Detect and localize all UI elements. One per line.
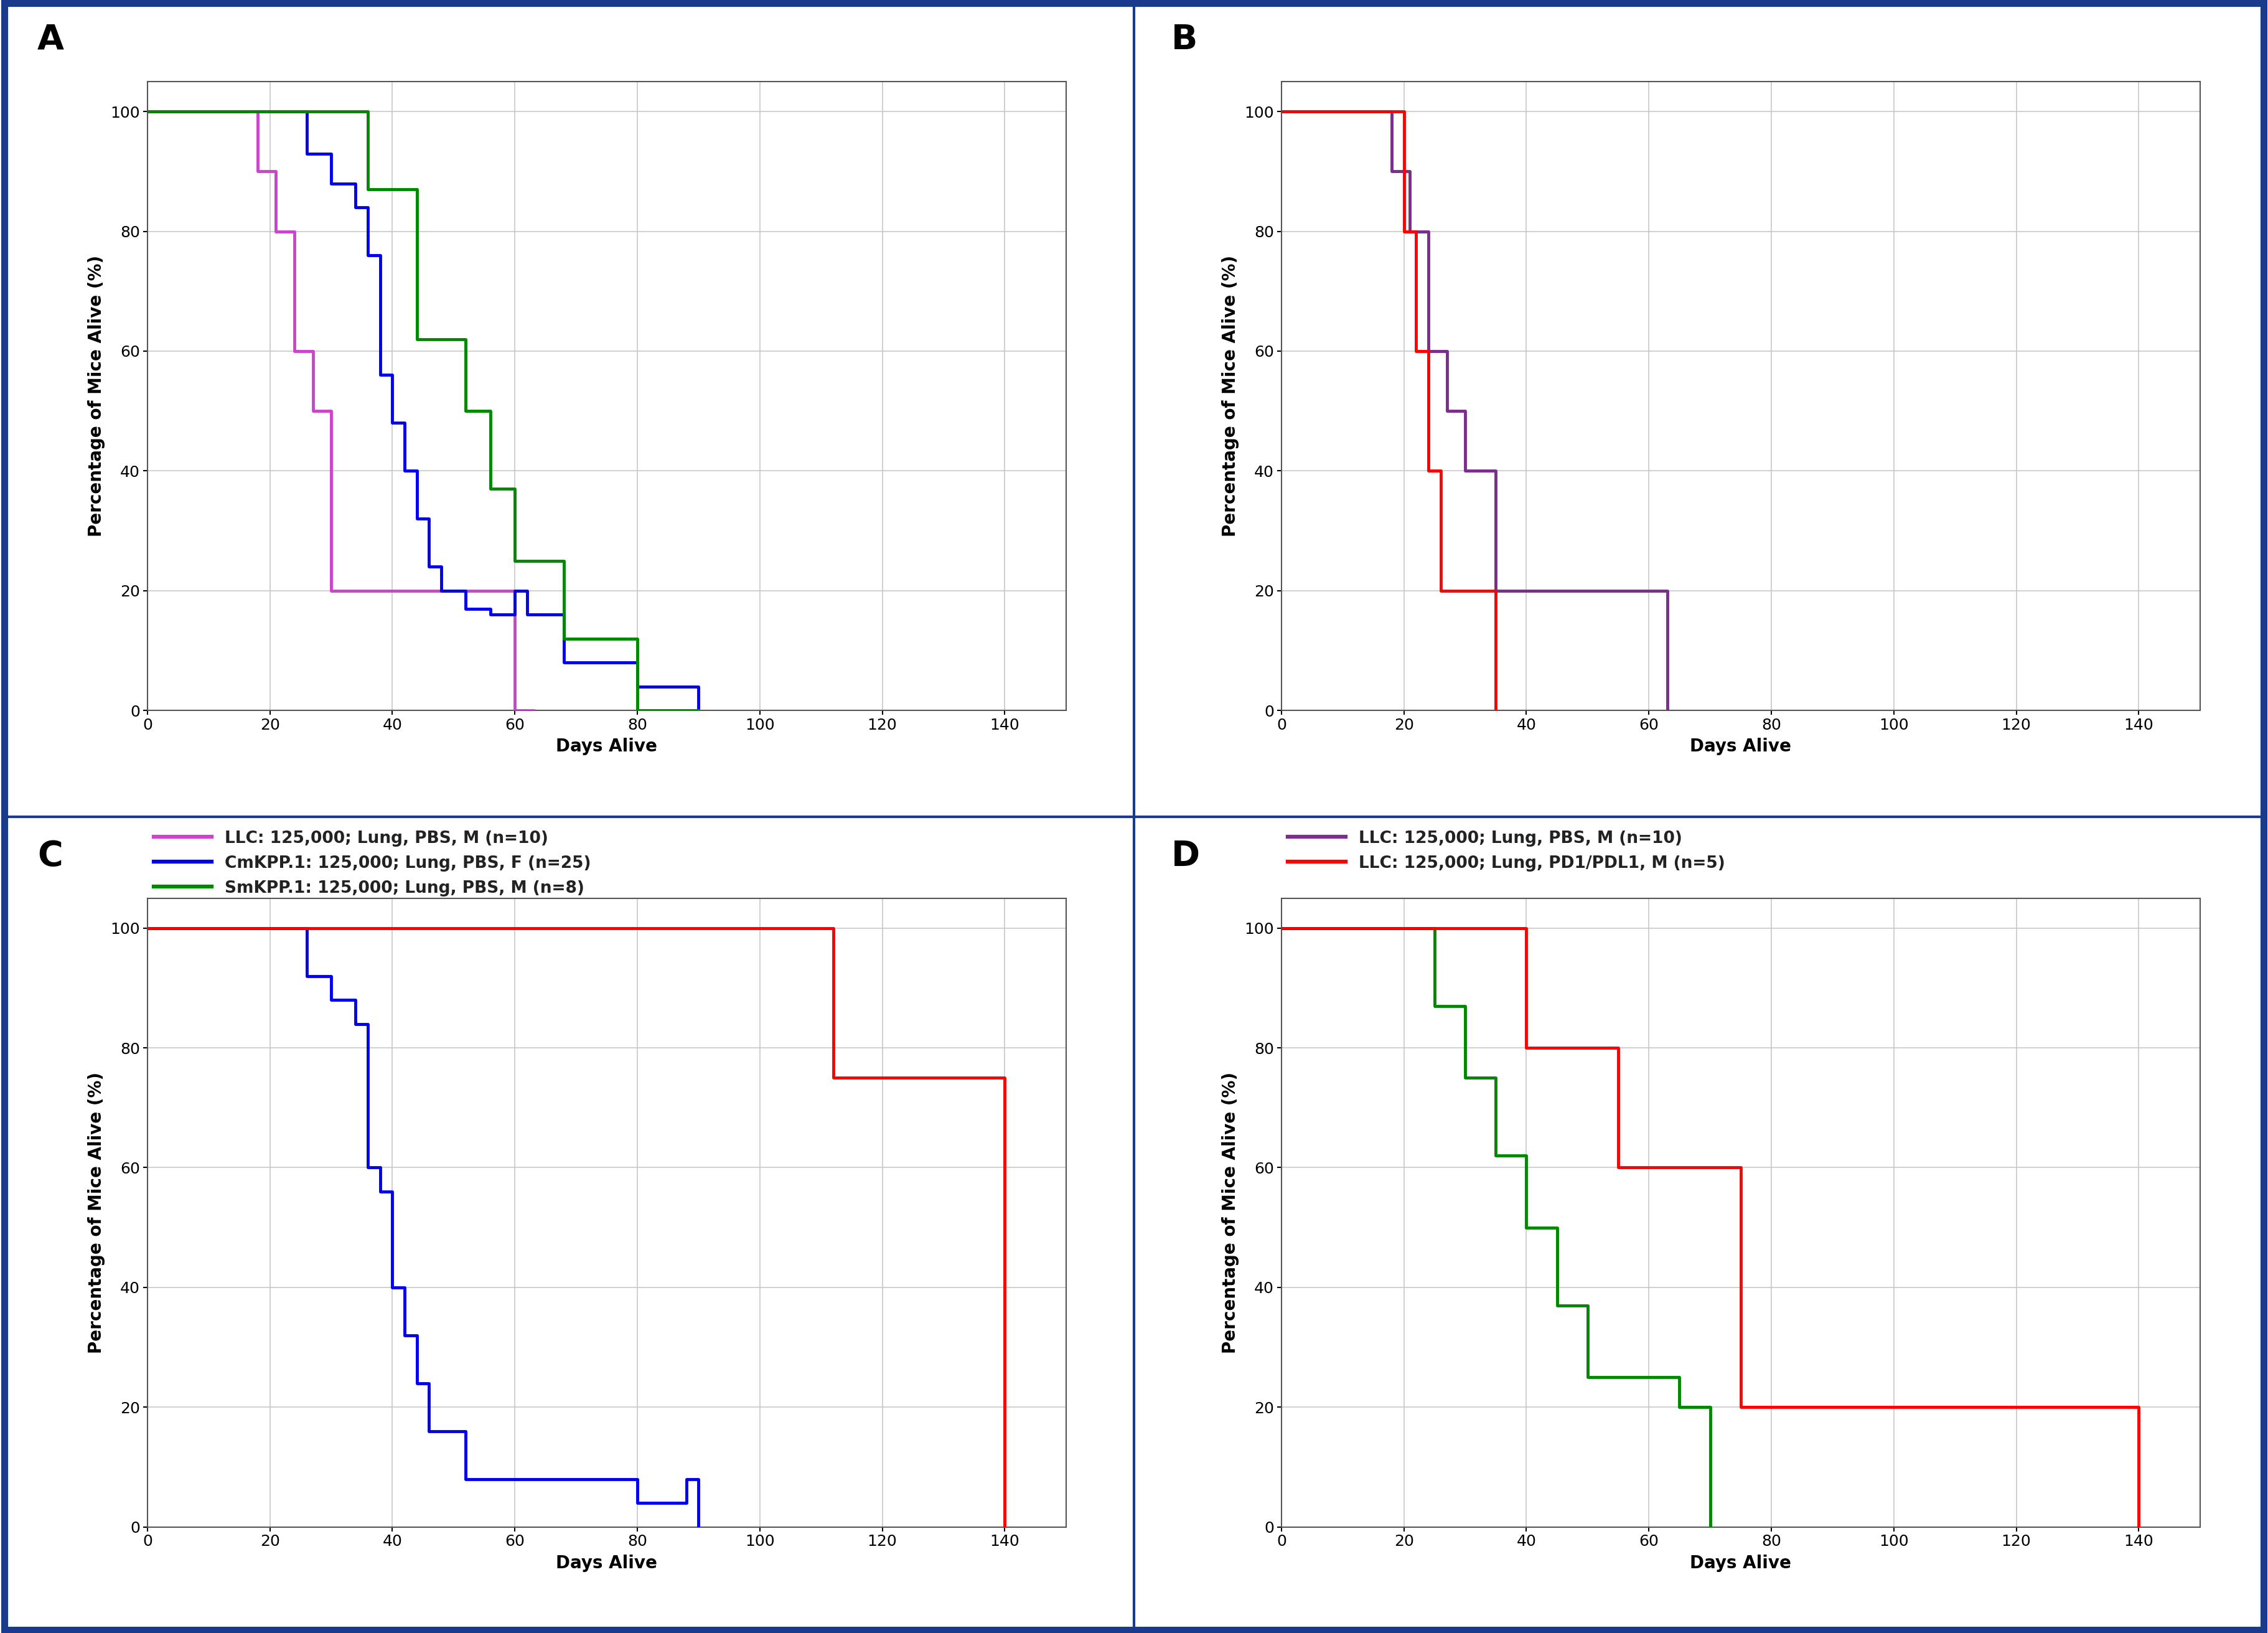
Text: A: A [36, 23, 64, 57]
Text: C: C [36, 839, 64, 874]
Text: D: D [1170, 839, 1200, 874]
Y-axis label: Percentage of Mice Alive (%): Percentage of Mice Alive (%) [88, 1071, 104, 1354]
Y-axis label: Percentage of Mice Alive (%): Percentage of Mice Alive (%) [1222, 1071, 1238, 1354]
X-axis label: Days Alive: Days Alive [556, 738, 658, 756]
X-axis label: Days Alive: Days Alive [1690, 738, 1792, 756]
Y-axis label: Percentage of Mice Alive (%): Percentage of Mice Alive (%) [88, 255, 104, 537]
Text: B: B [1170, 23, 1198, 57]
X-axis label: Days Alive: Days Alive [556, 1555, 658, 1573]
Legend: LLC: 125,000; Lung, PBS, M (n=10), LLC: 125,000; Lung, PD1/PDL1, M (n=5): LLC: 125,000; Lung, PBS, M (n=10), LLC: … [1281, 823, 1730, 879]
Y-axis label: Percentage of Mice Alive (%): Percentage of Mice Alive (%) [1222, 255, 1238, 537]
Legend: LLC: 125,000; Lung, PBS, M (n=10), CmKPP.1: 125,000; Lung, PBS, F (n=25), SmKPP.: LLC: 125,000; Lung, PBS, M (n=10), CmKPP… [147, 823, 596, 903]
X-axis label: Days Alive: Days Alive [1690, 1555, 1792, 1573]
